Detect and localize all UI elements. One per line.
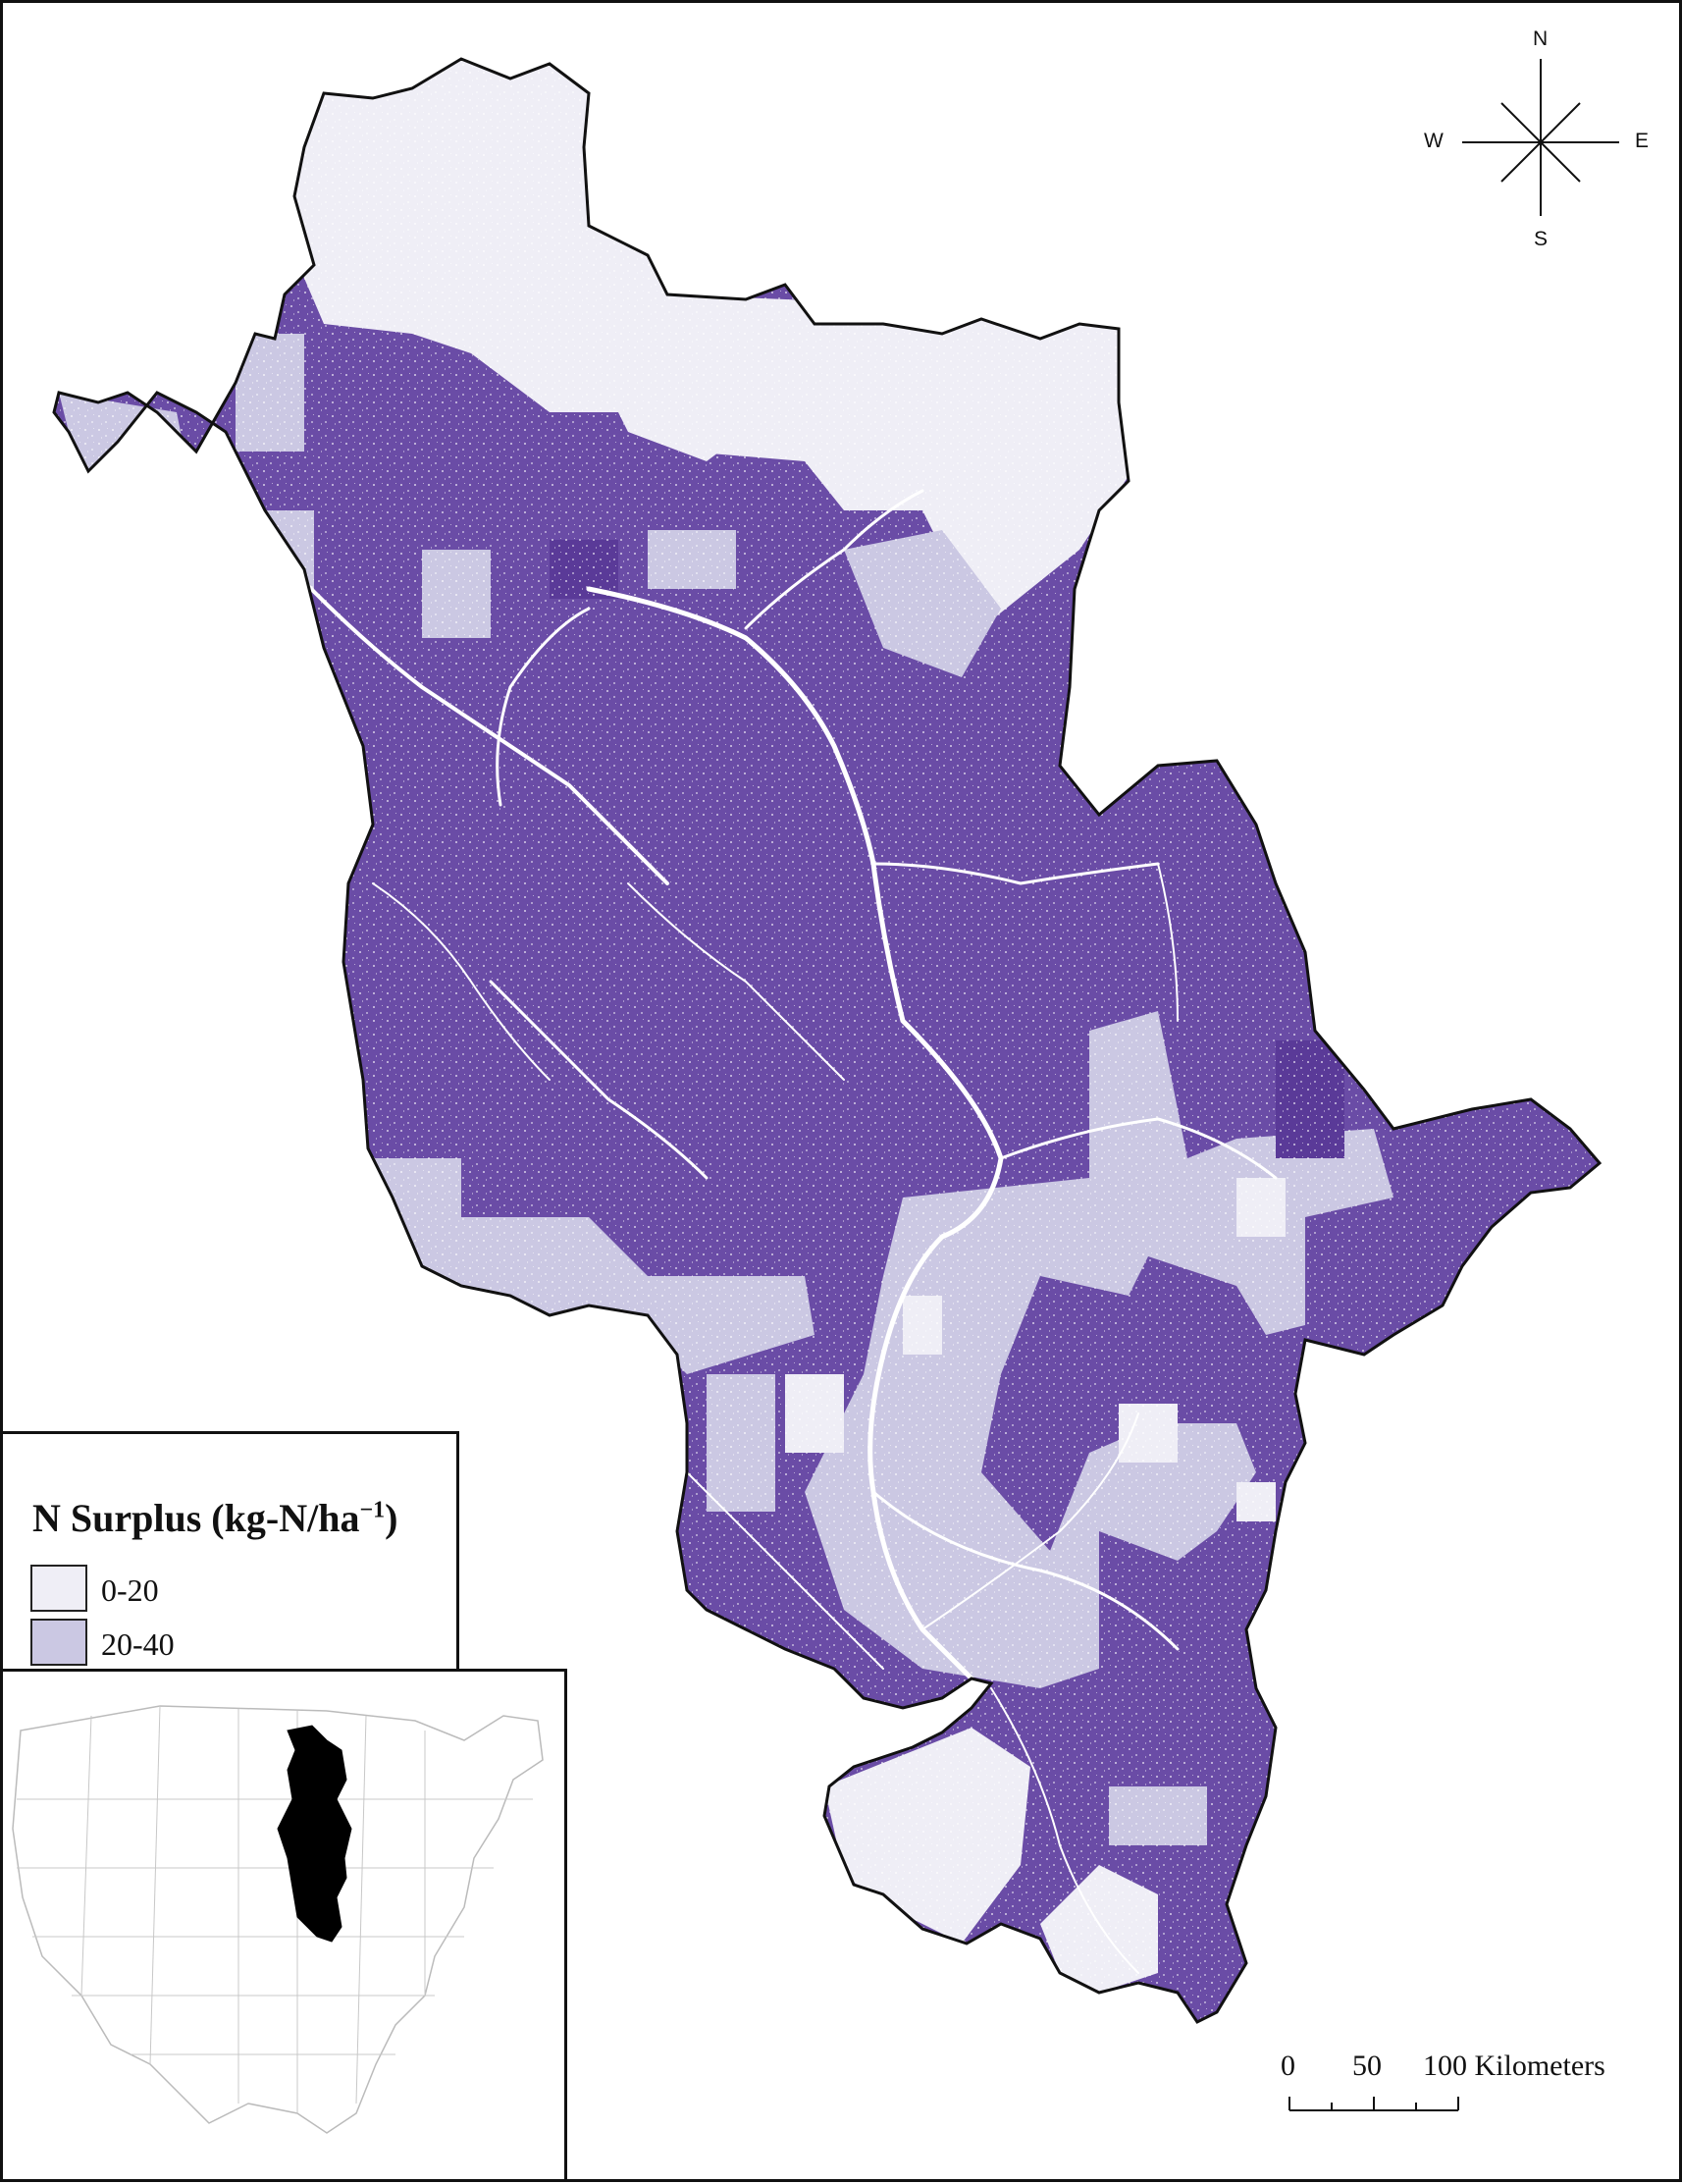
tributary-river xyxy=(489,980,709,1180)
legend-swatch xyxy=(30,1565,87,1612)
tributary-river xyxy=(871,1490,1180,1651)
us-outline xyxy=(12,1705,544,2134)
legend-swatch xyxy=(30,1619,87,1666)
legend-item-20-40: 20-40 xyxy=(30,1619,423,1668)
legend-item-0-20: 0-20 xyxy=(30,1565,423,1614)
scale-bar-graphic xyxy=(1288,2097,1459,2111)
north-arrow: N S E W xyxy=(1413,20,1668,255)
tributary-river xyxy=(871,862,1160,885)
legend-title-text: N Surplus (kg-N/ha−1) xyxy=(32,1496,398,1540)
tributary-river xyxy=(372,882,551,1081)
tributary-river xyxy=(1157,863,1179,1022)
legend-item-label: 0-20 xyxy=(101,1572,159,1608)
tributary-river xyxy=(627,882,845,1081)
compass-north-label: N xyxy=(1533,27,1549,50)
tributary-river xyxy=(496,607,591,807)
locator-inset-map xyxy=(0,1669,567,2182)
scale-label-50: 50 xyxy=(1352,2050,1382,2082)
scale-label-0: 0 xyxy=(1281,2050,1295,2082)
us-locator-map xyxy=(12,1705,544,2134)
tributary-river xyxy=(744,489,924,630)
tributary-river xyxy=(686,1471,884,1670)
scale-label-100: 100 Kilometers xyxy=(1423,2050,1605,2082)
tributary-river xyxy=(999,1117,1278,1180)
tributary-river xyxy=(921,1412,1139,1630)
highlighted-basin-region xyxy=(277,1725,352,1943)
tributary-river xyxy=(990,1687,1139,1974)
compass-south-label: S xyxy=(1534,228,1549,250)
legend-item-label: 20-40 xyxy=(101,1626,175,1662)
compass-east-label: E xyxy=(1635,130,1650,152)
compass-rose-icon xyxy=(1462,59,1619,216)
scale-bar: 0 50 100 Kilometers xyxy=(1276,2050,1668,2138)
main-river xyxy=(586,586,1004,1691)
compass-west-label: W xyxy=(1424,130,1444,152)
